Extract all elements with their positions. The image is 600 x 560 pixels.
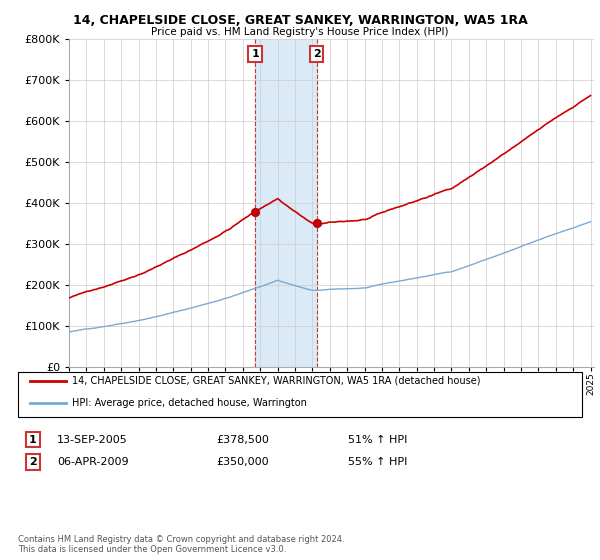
Text: 13-SEP-2005: 13-SEP-2005: [57, 435, 128, 445]
Text: 14, CHAPELSIDE CLOSE, GREAT SANKEY, WARRINGTON, WA5 1RA: 14, CHAPELSIDE CLOSE, GREAT SANKEY, WARR…: [73, 14, 527, 27]
Text: 55% ↑ HPI: 55% ↑ HPI: [348, 457, 407, 467]
Bar: [255, 39, 317, 367]
Text: 1: 1: [29, 435, 37, 445]
Text: Price paid vs. HM Land Registry's House Price Index (HPI): Price paid vs. HM Land Registry's House …: [151, 27, 449, 37]
Text: 14, CHAPELSIDE CLOSE, GREAT SANKEY, WARRINGTON, WA5 1RA (detached house): 14, CHAPELSIDE CLOSE, GREAT SANKEY, WARR…: [72, 376, 481, 386]
Text: 51% ↑ HPI: 51% ↑ HPI: [348, 435, 407, 445]
Text: 06-APR-2009: 06-APR-2009: [57, 457, 128, 467]
Text: £350,000: £350,000: [216, 457, 269, 467]
Text: HPI: Average price, detached house, Warrington: HPI: Average price, detached house, Warr…: [72, 398, 307, 408]
Text: 2: 2: [29, 457, 37, 467]
Text: Contains HM Land Registry data © Crown copyright and database right 2024.
This d: Contains HM Land Registry data © Crown c…: [18, 535, 344, 554]
Text: 2: 2: [313, 49, 320, 59]
Text: 1: 1: [251, 49, 259, 59]
Text: £378,500: £378,500: [216, 435, 269, 445]
